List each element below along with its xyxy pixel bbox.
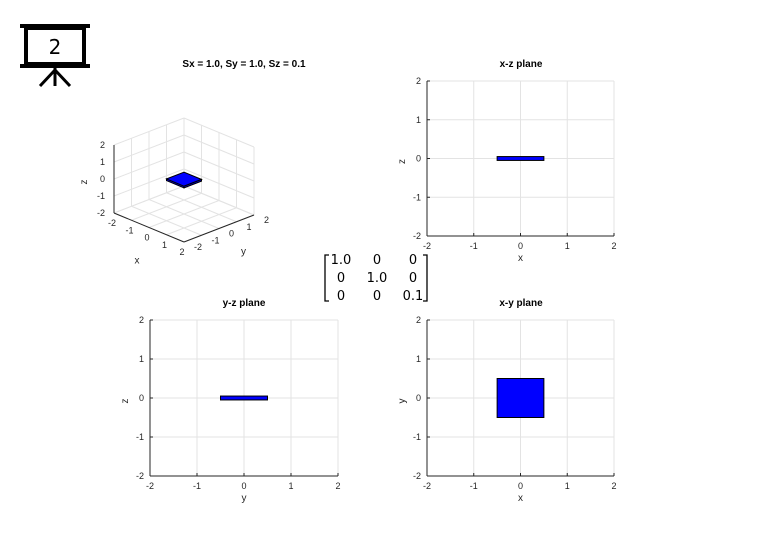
z-tick-label: 2 <box>100 140 105 150</box>
y-tick-label: 0 <box>229 229 234 239</box>
y-tick-label: -2 <box>413 231 421 241</box>
grid-line-side-wall <box>113 151 185 180</box>
y-axis-label: z <box>120 399 131 404</box>
x-axis-label: x <box>518 253 523 264</box>
y-tick-label: -1 <box>413 432 421 442</box>
box-face-top <box>165 171 203 187</box>
plot-yz-title: y-z plane <box>223 298 266 309</box>
x-tick-label: -2 <box>423 481 431 491</box>
grid-line-side-wall <box>113 117 185 146</box>
y-tick-label: 0 <box>416 154 421 164</box>
y-tick-label: 2 <box>264 215 269 225</box>
grid-line-floor <box>148 199 220 229</box>
y-tick-label: -1 <box>413 192 421 202</box>
matrix-entry: 0 <box>373 253 381 268</box>
grid-line-floor <box>166 207 237 236</box>
x-tick-label: 1 <box>288 481 293 491</box>
matrix-entry: 0 <box>337 271 345 286</box>
x-tick-label: 1 <box>162 240 167 250</box>
x-axis-label: x <box>135 256 140 267</box>
x-tick-label: 2 <box>335 481 340 491</box>
y-tick-label: 1 <box>247 222 252 232</box>
plot-xy-title: x-y plane <box>499 298 543 309</box>
x-tick-label: -1 <box>470 481 478 491</box>
x-axis-label: y <box>242 493 247 504</box>
x-tick-label: 0 <box>518 241 523 251</box>
scale-matrix: 1.0 0 0 0 1.0 0 0 0 0.1 <box>324 253 428 304</box>
plot-xz-title: x-z plane <box>500 59 543 70</box>
y-tick-label: -1 <box>136 432 144 442</box>
projected-shape <box>220 395 268 401</box>
plot-xy-plane: x-y plane -2 -1 0 1 2 -2 -1 0 1 2 x y <box>397 298 617 504</box>
x-tick-label: -2 <box>423 241 431 251</box>
grid-line-side-wall <box>113 134 185 163</box>
x-tick-label: 1 <box>565 481 570 491</box>
z-tick-label: -2 <box>97 208 105 218</box>
x-axis-label: x <box>518 493 523 504</box>
y-axis-line <box>183 214 255 243</box>
x-tick-label: 0 <box>518 481 523 491</box>
z-tick-label: 0 <box>100 174 105 184</box>
y-axis-label: y <box>241 247 246 258</box>
y-tick-label: 2 <box>416 315 421 325</box>
y-tick-label: 1 <box>139 354 144 364</box>
x-tick-label: 0 <box>144 233 149 243</box>
grid-line-floor <box>183 185 255 216</box>
grid-line-back-wall <box>183 134 255 165</box>
y-tick-label: -1 <box>212 235 220 245</box>
grid-line-back-wall <box>183 117 255 148</box>
y-tick-label: -2 <box>194 242 202 252</box>
matrix-entry: 0 <box>409 271 417 286</box>
matrix-entry: 1.0 <box>331 253 352 268</box>
slide-number: 2 <box>49 35 62 59</box>
matrix-left-bracket <box>324 254 329 302</box>
plot-yz-plane: y-z plane -2 -1 0 1 2 -2 -1 0 1 2 y z <box>120 298 341 504</box>
plot-3d-title: Sx = 1.0, Sy = 1.0, Sz = 0.1 <box>182 59 306 70</box>
matrix-right-bracket <box>423 254 428 302</box>
x-tick-label: 1 <box>565 241 570 251</box>
grid-line-back-wall <box>183 151 255 182</box>
matrix-entry: 1.0 <box>367 271 388 286</box>
x-axis-line <box>113 212 185 243</box>
y-tick-label: 2 <box>139 315 144 325</box>
projected-shape <box>496 378 545 418</box>
x-tick-label: 2 <box>611 481 616 491</box>
plot-xz-plane: x-z plane -2 -1 0 1 2 -2 -1 0 1 2 x z <box>397 59 617 264</box>
z-tick-label: 1 <box>100 157 105 167</box>
y-tick-label: 1 <box>416 354 421 364</box>
y-axis-label: y <box>397 399 408 404</box>
z-tick-label: -1 <box>97 191 105 201</box>
x-tick-label: -1 <box>125 225 133 235</box>
x-tick-label: 0 <box>241 481 246 491</box>
plot-3d-scaled-box: Sx = 1.0, Sy = 1.0, Sz = 0.1 -2-2-2-1-1-… <box>79 59 306 267</box>
y-tick-label: 2 <box>416 76 421 86</box>
x-tick-label: -2 <box>108 218 116 228</box>
y-tick-label: -2 <box>413 471 421 481</box>
y-tick-label: 1 <box>416 115 421 125</box>
projected-shape <box>496 156 545 161</box>
y-tick-label: 0 <box>139 393 144 403</box>
y-tick-label: 0 <box>416 393 421 403</box>
projector-screen-icon <box>20 24 90 88</box>
y-axis-label: z <box>397 159 408 164</box>
x-tick-label: 2 <box>611 241 616 251</box>
matrix-entry: 0 <box>337 289 345 304</box>
z-axis-label: z <box>79 180 90 185</box>
x-tick-label: -1 <box>193 481 201 491</box>
matrix-entry: 0.1 <box>403 289 424 304</box>
matrix-entry: 0 <box>373 289 381 304</box>
x-tick-label: -2 <box>146 481 154 491</box>
x-tick-label: 2 <box>179 247 184 257</box>
y-tick-label: -2 <box>136 471 144 481</box>
slide-badge[interactable]: 2 <box>20 24 90 88</box>
grid-line-floor <box>166 192 237 223</box>
x-tick-label: -1 <box>470 241 478 251</box>
matrix-entry: 0 <box>409 253 417 268</box>
